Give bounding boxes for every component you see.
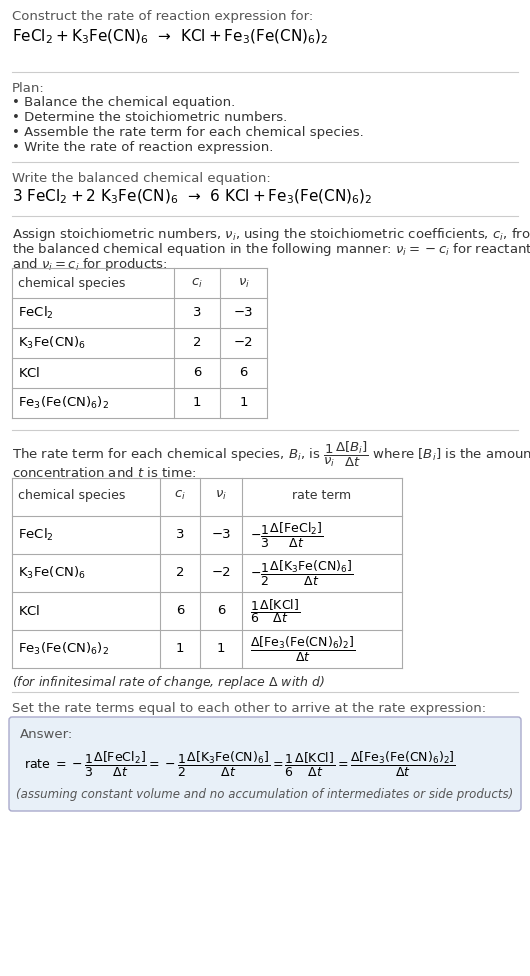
Text: $-\dfrac{1}{3}\dfrac{\Delta[\mathrm{FeCl_2}]}{\Delta t}$: $-\dfrac{1}{3}\dfrac{\Delta[\mathrm{FeCl…	[250, 520, 323, 549]
Text: −2: −2	[234, 337, 253, 349]
Text: • Balance the chemical equation.: • Balance the chemical equation.	[12, 96, 235, 109]
Text: $\dfrac{1}{6}\dfrac{\Delta[\mathrm{KCl}]}{\Delta t}$: $\dfrac{1}{6}\dfrac{\Delta[\mathrm{KCl}]…	[250, 597, 300, 625]
Text: Plan:: Plan:	[12, 82, 45, 95]
Text: $\mathrm{FeCl_2 + K_3Fe(CN)_6}$  →  $\mathrm{KCl + Fe_3(Fe(CN)_6)_2}$: $\mathrm{FeCl_2 + K_3Fe(CN)_6}$ → $\math…	[12, 28, 329, 47]
Text: • Determine the stoichiometric numbers.: • Determine the stoichiometric numbers.	[12, 111, 287, 124]
Text: chemical species: chemical species	[18, 489, 126, 502]
Text: concentration and $t$ is time:: concentration and $t$ is time:	[12, 466, 196, 480]
Text: −3: −3	[234, 306, 253, 319]
Text: 1: 1	[176, 642, 184, 656]
Text: $\nu_i$: $\nu_i$	[215, 489, 227, 502]
Text: $\mathrm{KCl}$: $\mathrm{KCl}$	[18, 366, 40, 380]
Text: $c_i$: $c_i$	[191, 276, 203, 290]
Text: 6: 6	[193, 367, 201, 380]
Text: 3: 3	[176, 528, 184, 542]
Text: (for infinitesimal rate of change, replace $\Delta$ with $d$): (for infinitesimal rate of change, repla…	[12, 674, 325, 691]
Text: Answer:: Answer:	[20, 728, 73, 741]
Text: $\mathrm{3\ FeCl_2 + 2\ K_3Fe(CN)_6}$  →  $\mathrm{6\ KCl + Fe_3(Fe(CN)_6)_2}$: $\mathrm{3\ FeCl_2 + 2\ K_3Fe(CN)_6}$ → …	[12, 188, 373, 206]
Text: 6: 6	[176, 604, 184, 618]
Text: 2: 2	[193, 337, 201, 349]
Text: 6: 6	[240, 367, 248, 380]
Text: $\mathrm{K_3Fe(CN)_6}$: $\mathrm{K_3Fe(CN)_6}$	[18, 335, 86, 351]
Text: −2: −2	[211, 566, 231, 580]
Text: 3: 3	[193, 306, 201, 319]
Text: $\dfrac{\Delta[\mathrm{Fe_3(Fe(CN)_6)_2}]}{\Delta t}$: $\dfrac{\Delta[\mathrm{Fe_3(Fe(CN)_6)_2}…	[250, 634, 356, 664]
Text: 6: 6	[217, 604, 225, 618]
FancyBboxPatch shape	[9, 717, 521, 811]
Text: the balanced chemical equation in the following manner: $\nu_i = -c_i$ for react: the balanced chemical equation in the fo…	[12, 241, 530, 258]
Text: The rate term for each chemical species, $B_i$, is $\dfrac{1}{\nu_i}\dfrac{\Delt: The rate term for each chemical species,…	[12, 440, 530, 469]
Text: $c_i$: $c_i$	[174, 489, 186, 502]
Text: $\mathrm{FeCl_2}$: $\mathrm{FeCl_2}$	[18, 305, 54, 321]
Text: Assign stoichiometric numbers, $\nu_i$, using the stoichiometric coefficients, $: Assign stoichiometric numbers, $\nu_i$, …	[12, 226, 530, 243]
Text: 1: 1	[193, 396, 201, 410]
Text: $\mathrm{Fe_3(Fe(CN)_6)_2}$: $\mathrm{Fe_3(Fe(CN)_6)_2}$	[18, 641, 109, 657]
Text: (assuming constant volume and no accumulation of intermediates or side products): (assuming constant volume and no accumul…	[16, 788, 514, 801]
Text: Construct the rate of reaction expression for:: Construct the rate of reaction expressio…	[12, 10, 313, 23]
Text: • Assemble the rate term for each chemical species.: • Assemble the rate term for each chemic…	[12, 126, 364, 139]
Text: 1: 1	[239, 396, 248, 410]
Text: $\mathrm{K_3Fe(CN)_6}$: $\mathrm{K_3Fe(CN)_6}$	[18, 565, 86, 581]
Text: 1: 1	[217, 642, 225, 656]
Text: $-\dfrac{1}{2}\dfrac{\Delta[\mathrm{K_3Fe(CN)_6}]}{\Delta t}$: $-\dfrac{1}{2}\dfrac{\Delta[\mathrm{K_3F…	[250, 558, 354, 588]
Text: $\nu_i$: $\nu_i$	[237, 276, 250, 290]
Text: rate $= -\dfrac{1}{3}\dfrac{\Delta[\mathrm{FeCl_2}]}{\Delta t} = -\dfrac{1}{2}\d: rate $= -\dfrac{1}{3}\dfrac{\Delta[\math…	[24, 750, 456, 779]
Text: $\mathrm{FeCl_2}$: $\mathrm{FeCl_2}$	[18, 527, 54, 543]
Text: • Write the rate of reaction expression.: • Write the rate of reaction expression.	[12, 141, 273, 154]
Text: Write the balanced chemical equation:: Write the balanced chemical equation:	[12, 172, 271, 185]
Text: and $\nu_i = c_i$ for products:: and $\nu_i = c_i$ for products:	[12, 256, 167, 273]
Text: $\mathrm{KCl}$: $\mathrm{KCl}$	[18, 604, 40, 618]
Text: rate term: rate term	[293, 489, 351, 502]
Text: −3: −3	[211, 528, 231, 542]
Text: 2: 2	[176, 566, 184, 580]
Text: Set the rate terms equal to each other to arrive at the rate expression:: Set the rate terms equal to each other t…	[12, 702, 486, 715]
Text: $\mathrm{Fe_3(Fe(CN)_6)_2}$: $\mathrm{Fe_3(Fe(CN)_6)_2}$	[18, 395, 109, 411]
Text: chemical species: chemical species	[18, 276, 126, 290]
